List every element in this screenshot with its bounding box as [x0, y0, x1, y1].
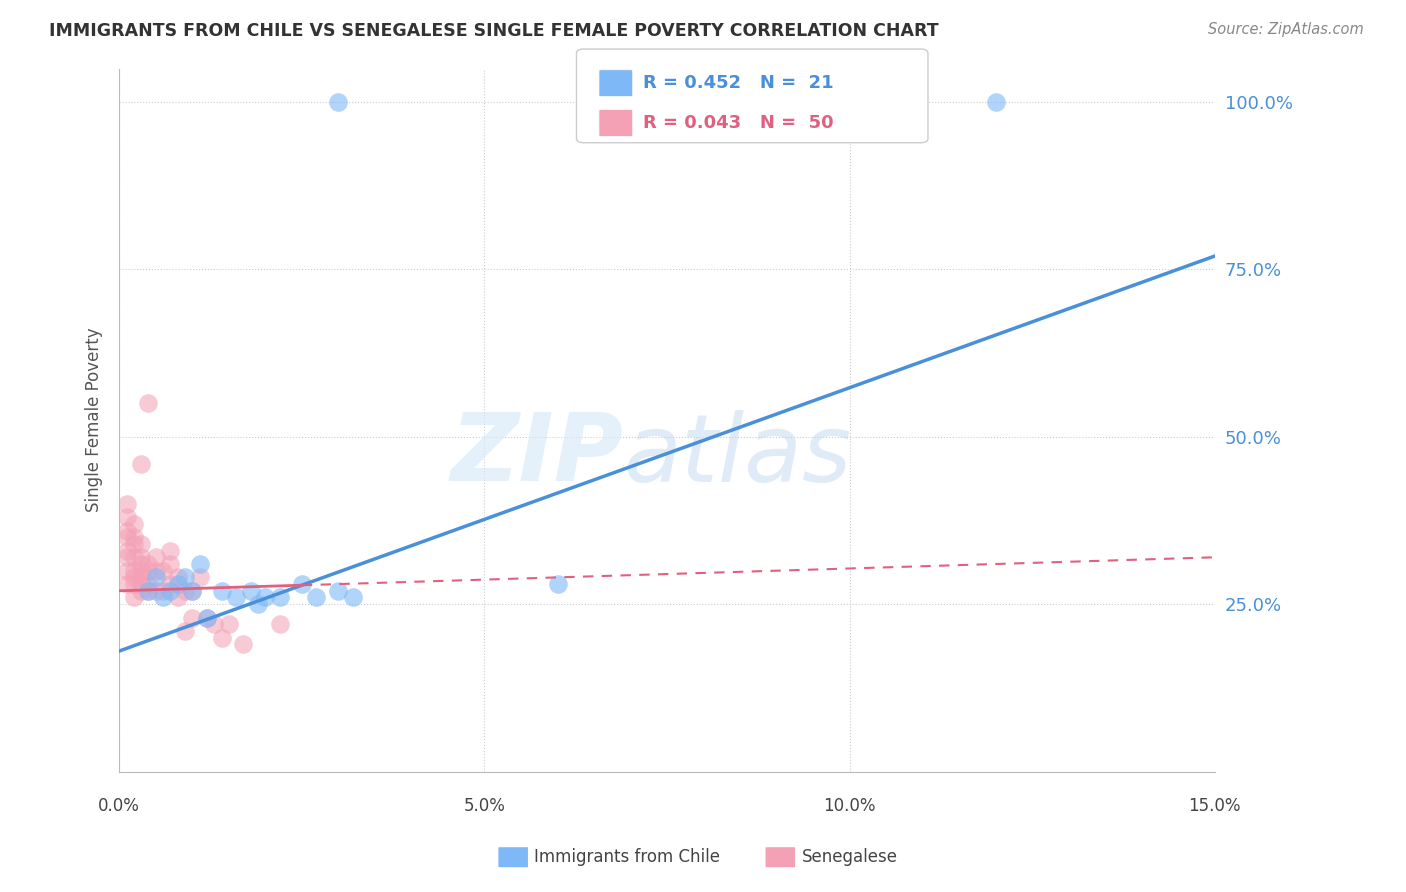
Point	[115, 497, 138, 511]
Point	[115, 577, 138, 591]
Text: Immigrants from Chile: Immigrants from Chile	[534, 848, 720, 866]
Point	[129, 550, 152, 565]
Text: R = 0.452   N =  21: R = 0.452 N = 21	[643, 74, 834, 92]
Point	[138, 396, 160, 410]
Point	[174, 570, 197, 584]
Point	[122, 591, 145, 605]
Point	[342, 591, 364, 605]
Point	[188, 570, 211, 584]
Point	[129, 564, 152, 578]
Point	[159, 543, 181, 558]
Point	[174, 583, 197, 598]
Point	[129, 457, 152, 471]
Point	[122, 530, 145, 544]
Point	[181, 583, 204, 598]
Point	[181, 583, 204, 598]
Point	[145, 550, 167, 565]
Point	[115, 543, 138, 558]
Point	[115, 510, 138, 524]
Text: Source: ZipAtlas.com: Source: ZipAtlas.com	[1208, 22, 1364, 37]
Text: 0.0%: 0.0%	[98, 797, 141, 814]
Point	[232, 637, 254, 651]
Point	[138, 577, 160, 591]
Point	[218, 617, 240, 632]
Point	[195, 610, 218, 624]
Point	[145, 570, 167, 584]
Point	[166, 570, 188, 584]
Point	[166, 591, 188, 605]
Point	[122, 537, 145, 551]
Point	[138, 583, 160, 598]
Point	[547, 577, 569, 591]
Point	[159, 583, 181, 598]
Text: atlas: atlas	[623, 409, 852, 500]
Point	[225, 591, 247, 605]
Point	[115, 564, 138, 578]
Point	[129, 577, 152, 591]
Point	[145, 583, 167, 598]
Point	[188, 557, 211, 571]
Point	[211, 583, 233, 598]
Point	[152, 583, 174, 598]
Point	[159, 577, 181, 591]
Text: 10.0%: 10.0%	[824, 797, 876, 814]
Point	[115, 550, 138, 565]
Point	[129, 537, 152, 551]
Point	[202, 617, 225, 632]
Point	[129, 570, 152, 584]
Point	[145, 564, 167, 578]
Point	[181, 610, 204, 624]
Text: 15.0%: 15.0%	[1188, 797, 1241, 814]
Point	[129, 583, 152, 598]
Point	[166, 577, 188, 591]
Point	[269, 591, 291, 605]
Y-axis label: Single Female Poverty: Single Female Poverty	[86, 327, 103, 512]
Point	[122, 577, 145, 591]
Point	[269, 617, 291, 632]
Text: ZIP: ZIP	[450, 409, 623, 501]
Point	[122, 550, 145, 565]
Point	[247, 597, 270, 611]
Point	[291, 577, 314, 591]
Text: IMMIGRANTS FROM CHILE VS SENEGALESE SINGLE FEMALE POVERTY CORRELATION CHART: IMMIGRANTS FROM CHILE VS SENEGALESE SING…	[49, 22, 939, 40]
Point	[122, 516, 145, 531]
Point	[152, 591, 174, 605]
Point	[239, 583, 262, 598]
Point	[138, 557, 160, 571]
Point	[328, 583, 350, 598]
Point	[122, 570, 145, 584]
Point	[138, 564, 160, 578]
Point	[328, 95, 350, 109]
Point	[211, 631, 233, 645]
Point	[152, 564, 174, 578]
Text: R = 0.043   N =  50: R = 0.043 N = 50	[643, 114, 834, 132]
Point	[138, 583, 160, 598]
Text: 5.0%: 5.0%	[464, 797, 505, 814]
Point	[159, 557, 181, 571]
Point	[129, 557, 152, 571]
Point	[174, 624, 197, 638]
Point	[122, 564, 145, 578]
Point	[305, 591, 328, 605]
Point	[195, 610, 218, 624]
Text: Senegalese: Senegalese	[801, 848, 897, 866]
Point	[115, 530, 138, 544]
Point	[984, 95, 1007, 109]
Point	[115, 524, 138, 538]
Point	[254, 591, 277, 605]
